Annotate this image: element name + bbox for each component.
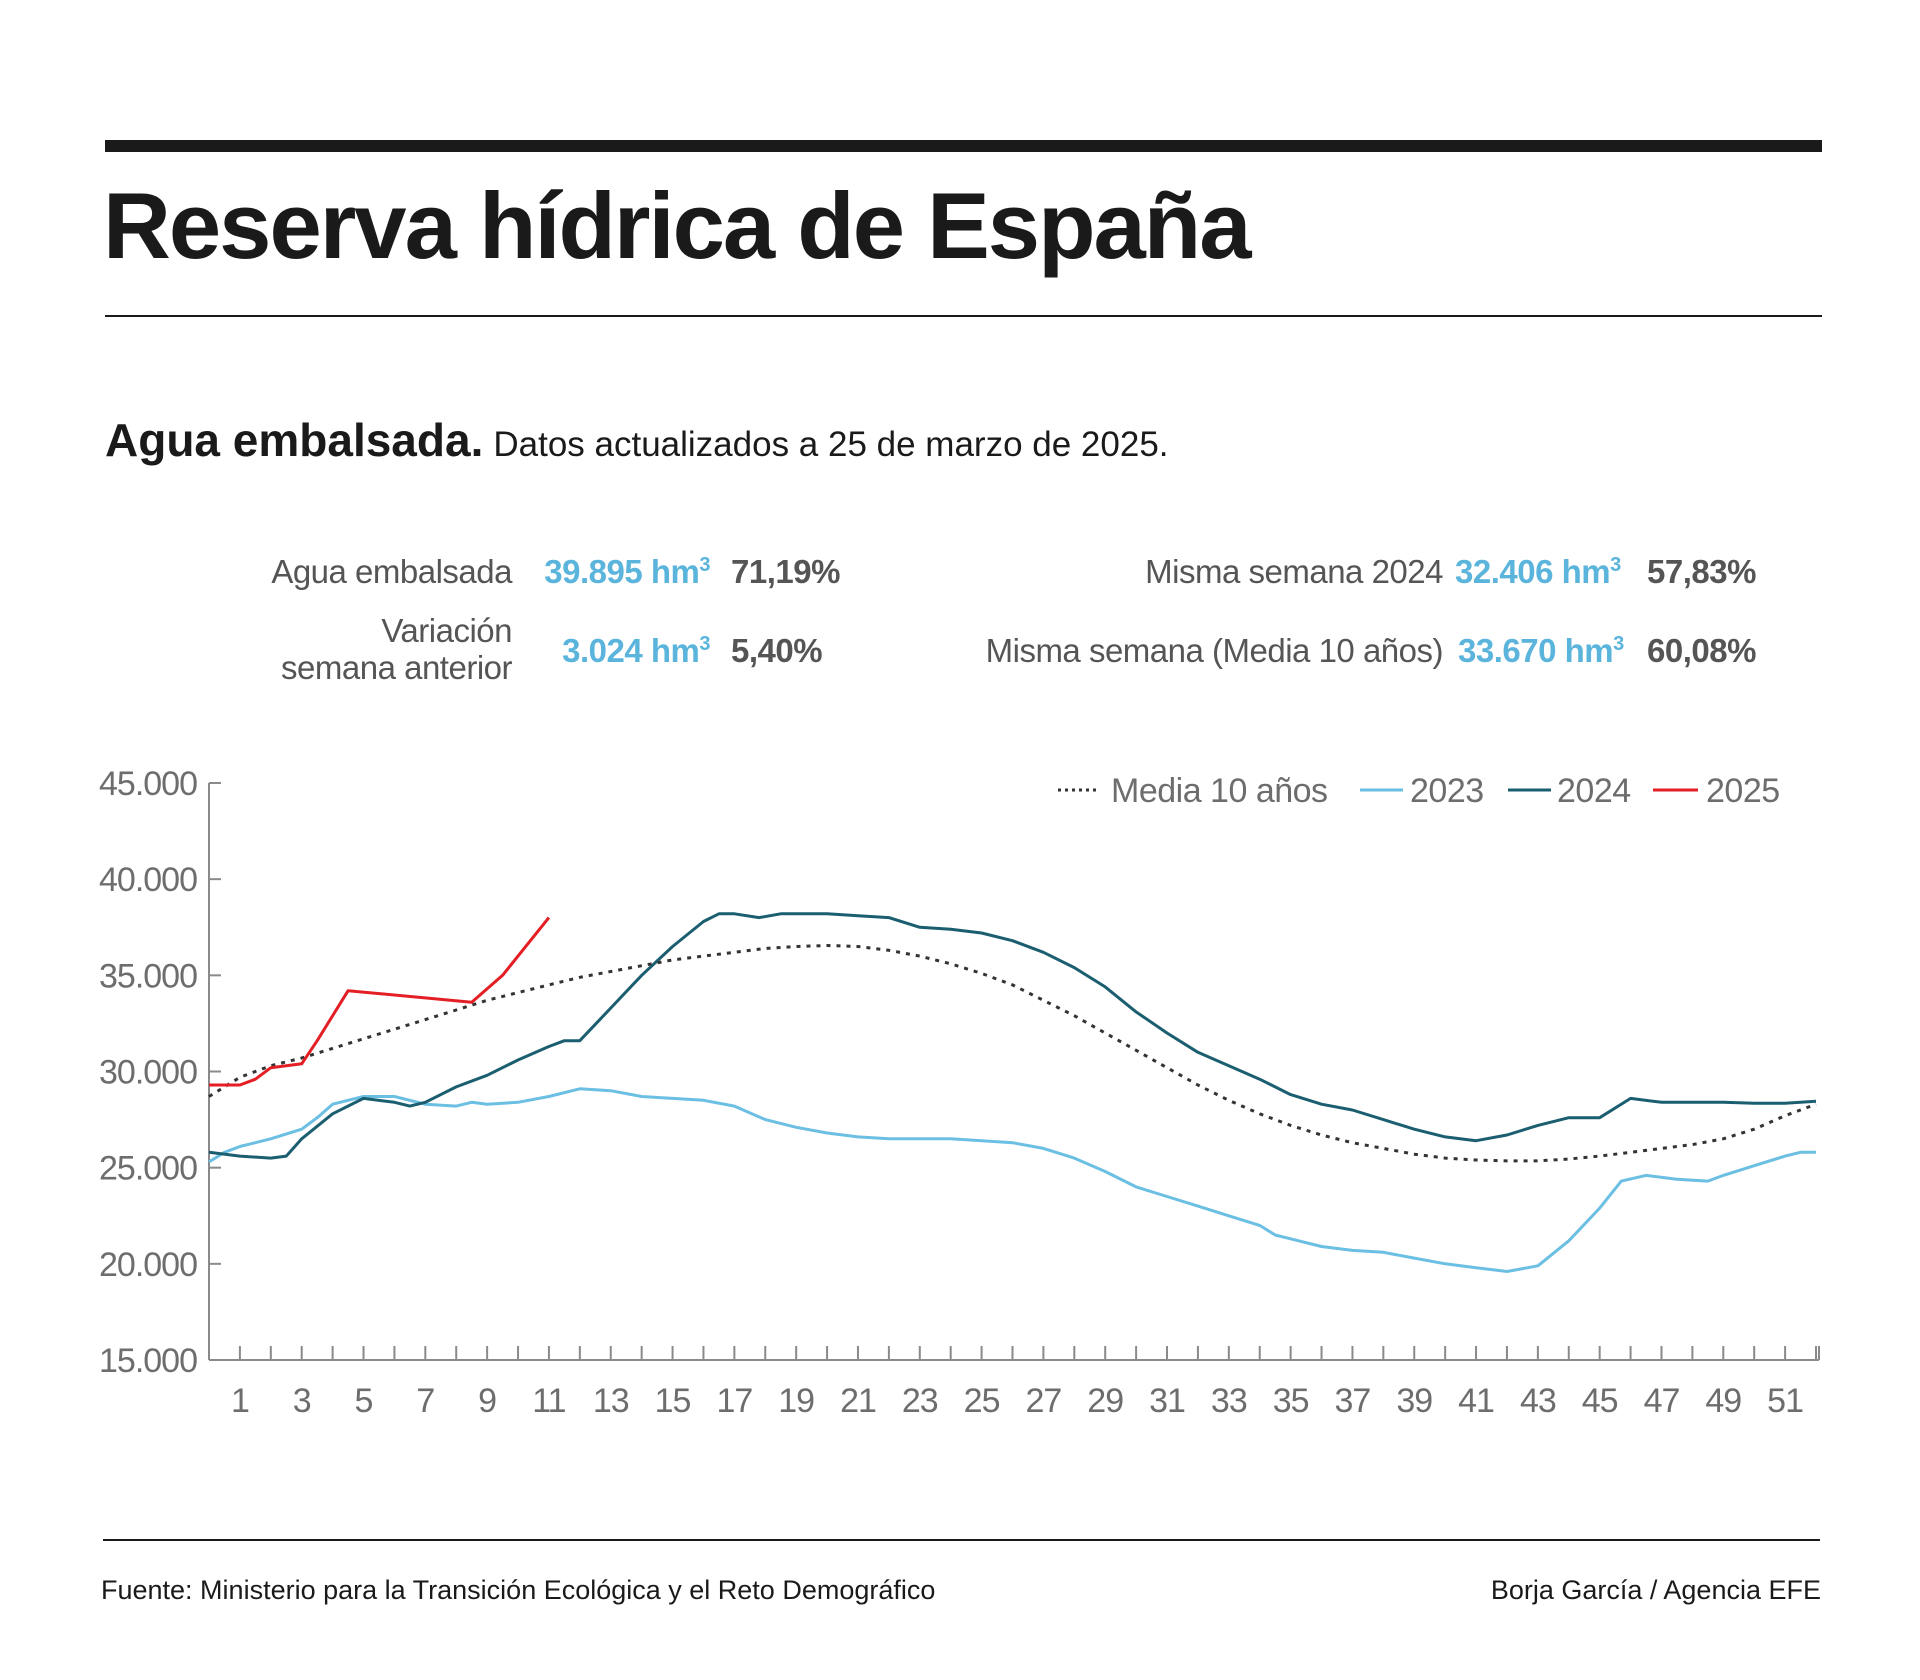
x-tick-label: 21 (840, 1382, 876, 1420)
legend-label-2025: 2025 (1706, 772, 1780, 810)
top-rule (105, 140, 1822, 152)
x-tick-label: 35 (1273, 1382, 1309, 1420)
x-tick-label: 39 (1396, 1382, 1432, 1420)
x-tick-label: 51 (1767, 1382, 1803, 1420)
x-tick-label: 41 (1458, 1382, 1494, 1420)
series-line-2024 (208, 912, 1817, 1160)
stat-value-agua: 39.895 hm3 (544, 553, 710, 591)
x-tick-label: 3 (293, 1382, 311, 1420)
value-text: 32.406 hm (1455, 553, 1611, 590)
stat-pct-misma-2024: 57,83% (1647, 553, 1756, 590)
value-text: 39.895 hm (544, 553, 700, 590)
y-tick-label: 20.000 (99, 1246, 197, 1284)
label-line1: Variación (381, 612, 512, 649)
value-text: 3.024 hm (562, 632, 700, 669)
credit-text: Borja García / Agencia EFE (1490, 1575, 1821, 1605)
footer-divider (103, 1539, 1820, 1541)
axes: 15.000 20.000 25.000 30.000 35.000 40.000 45.0… (99, 765, 1820, 1420)
unit-sup: 3 (699, 633, 710, 655)
x-tick-label: 23 (902, 1382, 938, 1420)
x-tick-label: 31 (1149, 1382, 1185, 1420)
reservoir-line-chart: 15.000 20.000 25.000 30.000 35.000 40.000 45.0… (99, 765, 1820, 1420)
unit-sup: 3 (1610, 554, 1621, 576)
x-tick-label: 29 (1087, 1382, 1123, 1420)
x-tick-label: 49 (1705, 1382, 1741, 1420)
y-tick-label: 45.000 (99, 765, 197, 803)
y-tick-label: 25.000 (99, 1150, 197, 1188)
x-tick-label: 17 (716, 1382, 752, 1420)
x-tick-label: 27 (1025, 1382, 1061, 1420)
subtitle-date: Datos actualizados a 25 de marzo de 2025… (493, 425, 1169, 464)
x-tick-label: 7 (416, 1382, 434, 1420)
subtitle-bold: Agua embalsada. (105, 414, 484, 466)
x-tick-label: 25 (964, 1382, 1000, 1420)
y-tick-label: 35.000 (99, 957, 197, 995)
x-tick-label: 11 (532, 1382, 565, 1420)
x-tick-label: 19 (778, 1382, 814, 1420)
x-tick-label: 43 (1520, 1382, 1556, 1420)
stat-pct-misma-media: 60,08% (1647, 632, 1756, 669)
legend-label-media: Media 10 años (1111, 772, 1328, 810)
stat-label-misma-media: Misma semana (Media 10 años) (985, 632, 1444, 669)
value-text: 33.670 hm (1458, 632, 1614, 669)
series-line-media-10-a-os (208, 944, 1817, 1163)
x-tick-label: 33 (1211, 1382, 1247, 1420)
series-line-2025 (209, 916, 551, 1087)
x-tick-label: 9 (478, 1382, 496, 1420)
unit-sup: 3 (699, 554, 710, 576)
stat-value-misma-media: 33.670 hm3 (1458, 632, 1624, 670)
legend-label-2024: 2024 (1557, 772, 1631, 810)
series-lines (208, 912, 1817, 1273)
stat-pct-agua: 71,19% (731, 553, 840, 590)
stat-pct-variacion: 5,40% (731, 632, 823, 669)
legend-label-2023: 2023 (1410, 772, 1484, 810)
unit-sup: 3 (1613, 633, 1624, 655)
stat-label-agua: Agua embalsada (271, 553, 512, 590)
x-tick-label: 13 (593, 1382, 629, 1420)
series-line-2023 (208, 1087, 1816, 1273)
x-tick-label: 37 (1335, 1382, 1371, 1420)
x-tick-label: 45 (1582, 1382, 1618, 1420)
x-tick-label: 1 (231, 1382, 249, 1420)
stat-value-variacion: 3.024 hm3 (562, 632, 710, 670)
source-text: Fuente: Ministerio para la Transición Ec… (101, 1575, 936, 1605)
stat-value-misma-2024: 32.406 hm3 (1455, 553, 1621, 591)
x-tick-label: 5 (355, 1382, 373, 1420)
subtitle: Agua embalsada. Datos actualizados a 25 d… (105, 413, 1169, 467)
x-tick-label: 15 (655, 1382, 691, 1420)
title-divider (105, 315, 1822, 317)
stat-label-misma-2024: Misma semana 2024 (1145, 553, 1443, 590)
y-tick-label: 15.000 (99, 1342, 197, 1380)
stat-label-variacion: Variación semana anterior (281, 612, 512, 686)
y-tick-label: 30.000 (99, 1054, 197, 1092)
x-tick-label: 47 (1644, 1382, 1680, 1420)
page-title: Reserva hídrica de España (103, 173, 1251, 278)
legend: Media 10 años 2023 2024 2025 (1058, 772, 1780, 810)
label-line2: semana anterior (281, 649, 512, 686)
y-tick-label: 40.000 (99, 861, 197, 899)
